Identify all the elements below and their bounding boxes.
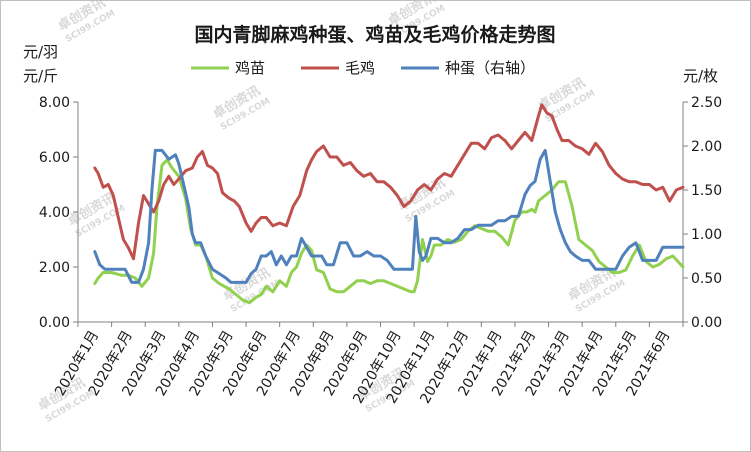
legend: 鸡苗 毛鸡 种蛋（右轴） [191, 59, 535, 77]
axes: 0.00 2.00 4.00 6.00 8.00 0.00 0.50 1.00 1.50 2.00… [39, 95, 722, 407]
left-axis-unit-top: 元/羽 [23, 43, 58, 61]
legend-label: 鸡苗 [235, 59, 265, 77]
left-tick-label: 6.00 [39, 150, 70, 166]
right-tick-label: 0.50 [691, 271, 722, 287]
right-tick-label: 1.00 [691, 227, 722, 243]
series-line-egg [93, 148, 685, 284]
series-line-broiler [93, 103, 685, 261]
right-tick-label: 1.50 [691, 183, 722, 199]
left-tick-label: 2.00 [39, 260, 70, 276]
legend-label: 种蛋（右轴） [445, 59, 535, 77]
chart-title: 国内青脚麻鸡种蛋、鸡苗及毛鸡价格走势图 [194, 23, 555, 46]
left-tick-label: 8.00 [39, 95, 70, 111]
series-lines [93, 103, 685, 305]
right-tick-label: 0.00 [691, 315, 722, 331]
legend-label: 毛鸡 [345, 59, 375, 77]
left-tick-label: 0.00 [39, 315, 70, 331]
left-axis-unit-bottom: 元/斤 [23, 67, 58, 85]
right-axis-unit: 元/枚 [683, 67, 718, 85]
left-tick-label: 4.00 [39, 205, 70, 221]
right-tick-label: 2.00 [691, 139, 722, 155]
right-tick-label: 2.50 [691, 95, 722, 111]
